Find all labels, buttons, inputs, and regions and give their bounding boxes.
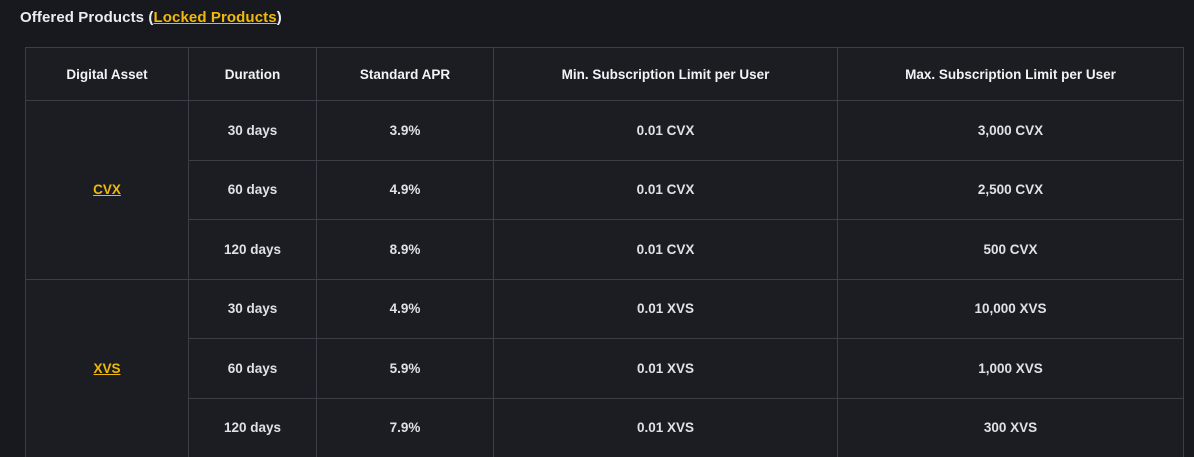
column-header-standard-apr: Standard APR — [316, 47, 494, 101]
duration-cell: 60 days — [188, 338, 317, 399]
table-row: 120 days 7.9% 0.01 XVS 300 XVS — [26, 397, 1184, 457]
column-header-min-limit: Min. Subscription Limit per User — [493, 47, 838, 101]
max-limit-cell: 1,000 XVS — [837, 338, 1184, 399]
page-title-prefix: Offered Products ( — [20, 9, 154, 26]
min-limit-cell: 0.01 XVS — [493, 397, 838, 457]
page-title-suffix: ) — [276, 9, 282, 26]
max-limit-cell: 3,000 CVX — [837, 100, 1184, 161]
column-header-duration: Duration — [188, 47, 317, 101]
standard-apr-cell: 4.9% — [316, 278, 494, 339]
min-limit-cell: 0.01 XVS — [493, 338, 838, 399]
min-limit-cell: 0.01 CVX — [493, 219, 838, 280]
asset-link-xvs[interactable]: XVS — [93, 360, 121, 376]
max-limit-cell: 2,500 CVX — [837, 159, 1184, 220]
standard-apr-cell: 4.9% — [316, 159, 494, 220]
max-limit-cell: 10,000 XVS — [837, 278, 1184, 339]
standard-apr-cell: 8.9% — [316, 219, 494, 280]
duration-cell: 60 days — [188, 159, 317, 220]
standard-apr-cell: 3.9% — [316, 100, 494, 161]
standard-apr-cell: 5.9% — [316, 338, 494, 399]
duration-cell: 30 days — [188, 100, 317, 161]
table-row: 60 days 4.9% 0.01 CVX 2,500 CVX — [26, 159, 1184, 220]
min-limit-cell: 0.01 CVX — [493, 100, 838, 161]
asset-link-cvx[interactable]: CVX — [93, 182, 121, 198]
page-title: Offered Products (Locked Products) — [20, 9, 282, 26]
table-row: XVS 30 days 4.9% 0.01 XVS 10,000 XVS — [25, 278, 1184, 457]
locked-products-link[interactable]: Locked Products — [153, 9, 277, 26]
standard-apr-cell: 7.9% — [316, 397, 494, 457]
max-limit-cell: 500 CVX — [837, 219, 1184, 280]
duration-cell: 30 days — [188, 278, 317, 339]
offered-products-table: Digital Asset Duration Standard APR Min.… — [25, 47, 1184, 457]
table-body: CVX 30 days 3.9% 0.01 CVX 3,000 CVX 60 days 4.… — [25, 100, 1184, 457]
min-limit-cell: 0.01 CVX — [493, 159, 838, 220]
duration-cell: 120 days — [188, 397, 317, 457]
max-limit-cell: 300 XVS — [837, 397, 1184, 457]
table-row: CVX 30 days 3.9% 0.01 CVX 3,000 CVX — [25, 100, 1184, 280]
duration-cell: 120 days — [188, 219, 317, 280]
column-header-max-limit: Max. Subscription Limit per User — [837, 47, 1184, 101]
min-limit-cell: 0.01 XVS — [493, 278, 838, 339]
table-row: 60 days 5.9% 0.01 XVS 1,000 XVS — [26, 338, 1184, 399]
table-header-row: Digital Asset Duration Standard APR Min.… — [25, 47, 1184, 101]
column-header-digital-asset: Digital Asset — [25, 47, 189, 101]
digital-asset-cell-xvs: XVS — [25, 278, 189, 457]
digital-asset-cell-cvx: CVX — [25, 100, 189, 280]
table-row: 120 days 8.9% 0.01 CVX 500 CVX — [26, 219, 1184, 280]
